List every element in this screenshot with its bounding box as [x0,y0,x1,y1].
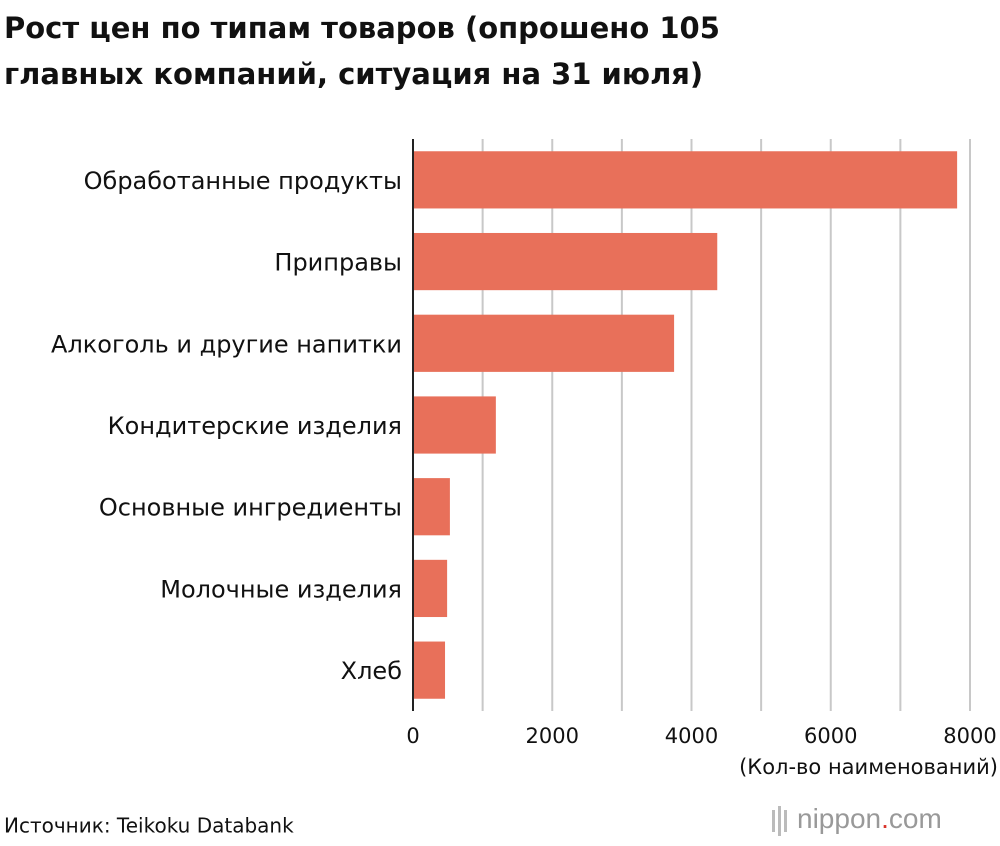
bar [413,641,446,699]
chart-title: главных компаний, ситуация на 31 июля) [4,57,703,91]
logo-icon [772,810,775,832]
logo-domain: com [889,803,942,834]
x-tick-label: 8000 [943,724,996,748]
y-tick-label: Хлеб [341,657,402,685]
logo-name: nippon [797,803,881,834]
bar [413,478,450,536]
x-tick-label: 6000 [804,724,857,748]
bar [413,151,958,209]
logo: nippon.com [772,803,942,836]
logo-icon [784,810,787,832]
logo-dot: . [881,803,889,834]
source: Источник: Teikoku Databank [4,814,294,838]
bar [413,559,448,618]
logo-text: nippon.com [797,803,942,834]
logo-icon [778,806,781,836]
bar [413,396,496,454]
x-tick-label: 0 [406,724,419,748]
chart-title: Рост цен по типам товаров (опрошено 105 [4,11,720,45]
x-tick-label: 2000 [526,724,579,748]
y-tick-label: Молочные изделия [160,575,402,603]
bar [413,232,718,291]
y-tick-label: Приправы [274,249,402,277]
y-tick-label: Обработанные продукты [84,167,402,195]
y-tick-label: Кондитерские изделия [108,412,402,440]
y-tick-label: Алкоголь и другие напитки [51,330,402,358]
x-axis-label: (Кол-во наименований) [739,755,998,779]
y-tick-label: Основные ингредиенты [99,494,402,522]
x-tick-label: 4000 [665,724,718,748]
bar [413,314,675,372]
